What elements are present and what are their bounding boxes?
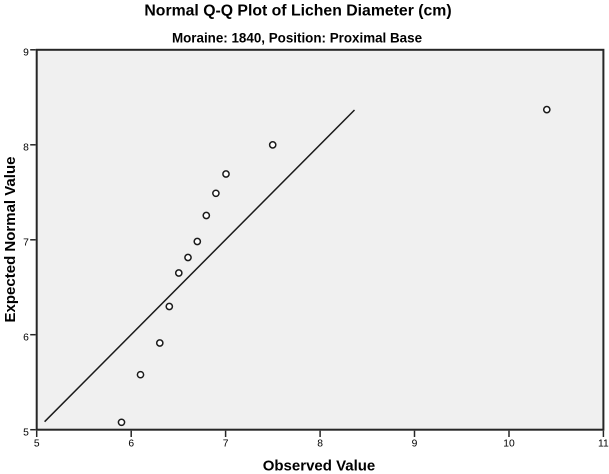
svg-text:Expected Normal Value: Expected Normal Value bbox=[2, 157, 19, 323]
svg-text:11: 11 bbox=[598, 439, 609, 450]
svg-text:7: 7 bbox=[23, 237, 29, 248]
svg-text:6: 6 bbox=[23, 332, 29, 343]
svg-text:9: 9 bbox=[23, 47, 29, 58]
svg-text:5: 5 bbox=[34, 439, 40, 450]
svg-text:Observed Value: Observed Value bbox=[263, 457, 376, 474]
svg-text:9: 9 bbox=[412, 439, 418, 450]
svg-text:6: 6 bbox=[128, 439, 134, 450]
svg-text:7: 7 bbox=[223, 439, 229, 450]
svg-text:Normal Q-Q Plot of Lichen Diam: Normal Q-Q Plot of Lichen Diameter (cm) bbox=[144, 2, 451, 19]
svg-text:8: 8 bbox=[317, 439, 323, 450]
svg-text:8: 8 bbox=[23, 142, 29, 153]
svg-text:Moraine: 1840, Position: Proxi: Moraine: 1840, Position: Proximal Base bbox=[172, 30, 422, 45]
svg-text:10: 10 bbox=[503, 439, 515, 450]
svg-text:5: 5 bbox=[23, 427, 29, 438]
